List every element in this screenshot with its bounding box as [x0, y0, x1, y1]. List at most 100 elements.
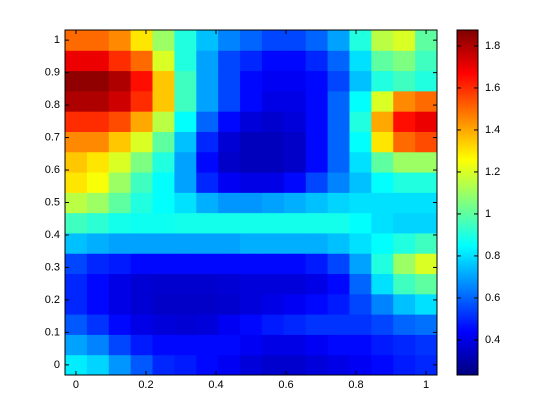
- heatmap-cell: [152, 151, 175, 173]
- heatmap-cell: [261, 354, 285, 375]
- heatmap-cell: [174, 70, 197, 92]
- heatmap-cell: [196, 192, 219, 214]
- heatmap-cell: [283, 334, 307, 356]
- heatmap-cell: [108, 354, 132, 375]
- heatmap-cell: [371, 192, 394, 214]
- heatmap-cell: [349, 151, 372, 173]
- heatmap-cell: [305, 273, 329, 295]
- heatmap-cell: [393, 111, 416, 132]
- heatmap-cell: [240, 273, 263, 295]
- heatmap-cell: [415, 172, 437, 193]
- heatmap-cell: [152, 253, 175, 275]
- y-tick-label: 0.4: [45, 229, 60, 241]
- colorbar: [457, 30, 478, 375]
- heatmap-cell: [240, 30, 263, 51]
- heatmap-cell: [371, 90, 394, 112]
- heatmap-cell: [261, 334, 285, 356]
- heatmap-cell: [327, 253, 350, 275]
- heatmap-cell: [218, 232, 241, 254]
- heatmap-cell: [196, 212, 219, 234]
- heatmap-cell: [305, 30, 329, 51]
- heatmap-cell: [261, 30, 285, 51]
- heatmap-cell: [65, 192, 88, 214]
- heatmap-cell: [283, 90, 307, 112]
- heatmap-cell: [152, 273, 175, 295]
- heatmap-cell: [393, 212, 416, 234]
- heatmap-cell: [65, 212, 88, 234]
- heatmap-cell: [196, 131, 219, 153]
- heatmap-cell: [327, 334, 350, 356]
- heatmap-cell: [327, 273, 350, 295]
- heatmap-cell: [283, 314, 307, 335]
- colorbar-tick-label: 1.8: [485, 40, 500, 52]
- heatmap-cell: [283, 172, 307, 193]
- heatmap-cell: [196, 253, 219, 275]
- heatmap-cell: [196, 50, 219, 72]
- heatmap-cell: [415, 212, 437, 234]
- heatmap-cell: [86, 253, 110, 275]
- heatmap-cell: [349, 131, 372, 153]
- heatmap-cell: [305, 50, 329, 72]
- heatmap-cell: [240, 334, 263, 356]
- heatmap-cell: [65, 70, 88, 92]
- heatmap-cell: [152, 50, 175, 72]
- heatmap-cell: [393, 253, 416, 275]
- heatmap-cell: [327, 70, 350, 92]
- heatmap-cell: [415, 111, 437, 132]
- heatmap-cell: [371, 70, 394, 92]
- heatmap-cell: [393, 334, 416, 356]
- heatmap-cell: [108, 293, 132, 315]
- heatmap-cell: [86, 192, 110, 214]
- heatmap-cell: [305, 111, 329, 132]
- heatmap-cell: [152, 334, 175, 356]
- heatmap-cell: [305, 192, 329, 214]
- heatmap-cell: [130, 232, 154, 254]
- heatmap-cell: [415, 70, 437, 92]
- heatmap-cell: [86, 90, 110, 112]
- colorbar-tick-label: 0.8: [485, 250, 500, 262]
- heatmap-cell: [218, 50, 241, 72]
- heatmap-cell: [130, 253, 154, 275]
- heatmap-cell: [371, 212, 394, 234]
- heatmap-cell: [327, 192, 350, 214]
- x-tick-label: 0.8: [348, 379, 363, 391]
- heatmap-cell: [108, 90, 132, 112]
- heatmap-cell: [261, 273, 285, 295]
- heatmap-cell: [371, 111, 394, 132]
- heatmap-cell: [130, 314, 154, 335]
- heatmap-cell: [152, 172, 175, 193]
- heatmap-cell: [65, 253, 88, 275]
- heatmap-cell: [283, 70, 307, 92]
- heatmap-cell: [327, 172, 350, 193]
- heatmap-cell: [174, 131, 197, 153]
- heatmap-cell: [305, 151, 329, 173]
- y-tick-label: 0.8: [45, 99, 60, 111]
- heatmap-cell: [218, 151, 241, 173]
- heatmap-cell: [371, 232, 394, 254]
- heatmap-cell: [393, 314, 416, 335]
- heatmap-cell: [108, 131, 132, 153]
- heatmap-cell: [174, 50, 197, 72]
- heatmap-cell: [415, 232, 437, 254]
- heatmap-cell: [218, 334, 241, 356]
- heatmap-cell: [174, 314, 197, 335]
- heatmap-cell: [415, 192, 437, 214]
- heatmap-cell: [65, 314, 88, 335]
- heatmap-cell: [130, 334, 154, 356]
- x-tick-label: 0.4: [208, 379, 223, 391]
- heatmap-cell: [174, 232, 197, 254]
- heatmap-cell: [152, 232, 175, 254]
- heatmap-cell: [327, 90, 350, 112]
- heatmap-cell: [349, 314, 372, 335]
- heatmap-cell: [283, 30, 307, 51]
- heatmap-cell: [152, 70, 175, 92]
- heatmap-cell: [218, 192, 241, 214]
- heatmap-cell: [218, 111, 241, 132]
- heatmap-cell: [327, 354, 350, 375]
- heatmap-cell: [240, 90, 263, 112]
- heatmap-cell: [305, 232, 329, 254]
- heatmap-cell: [152, 131, 175, 153]
- y-tick-label: 0.7: [45, 131, 60, 143]
- heatmap-cell: [86, 70, 110, 92]
- heatmap-cell: [130, 172, 154, 193]
